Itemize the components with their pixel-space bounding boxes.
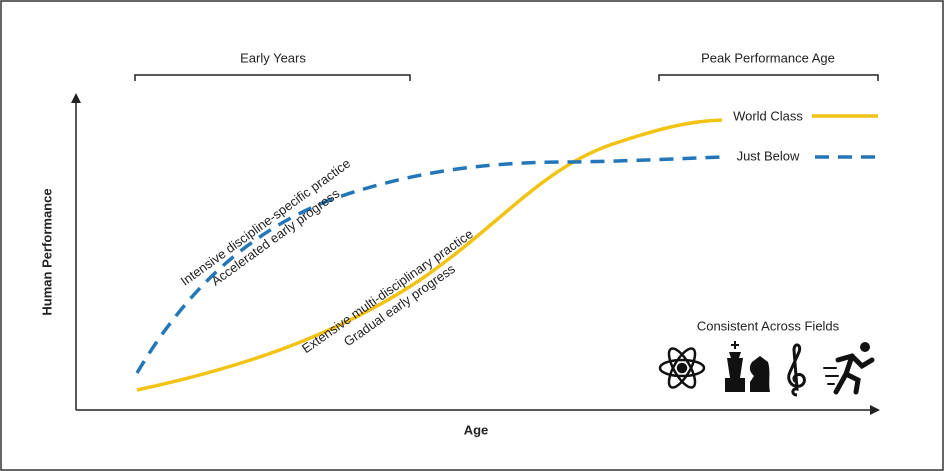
x-axis-label: Age: [464, 422, 489, 437]
just-below-curve: [135, 155, 723, 374]
runner-icon: [823, 342, 875, 395]
atom-icon: [658, 347, 706, 389]
bracket-label: Peak Performance Age: [701, 50, 835, 65]
music-icon: [787, 343, 806, 397]
bracket-label: Early Years: [240, 50, 306, 65]
curve-label: Just Below: [737, 148, 800, 163]
chess-icon: [725, 341, 770, 392]
y-axis-label: Human Performance: [39, 188, 54, 315]
arrow: [870, 405, 880, 415]
arrow: [71, 93, 81, 103]
fields-title: Consistent Across Fields: [697, 318, 840, 333]
bracket: [134, 74, 411, 81]
world-class-curve: [136, 118, 723, 392]
curve-label: World Class: [733, 108, 803, 123]
bracket: [658, 74, 879, 81]
